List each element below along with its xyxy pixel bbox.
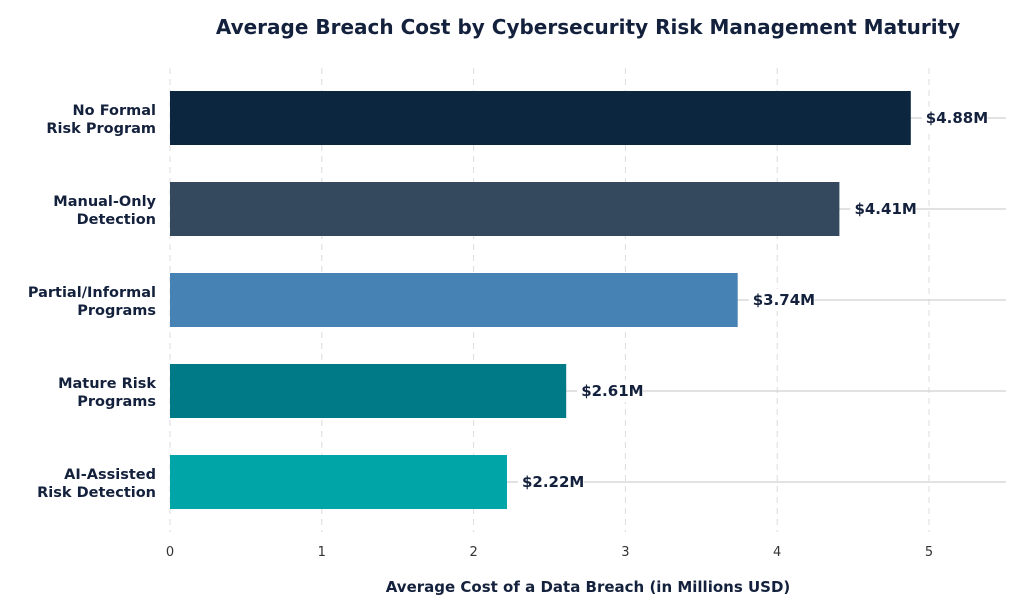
value-label: $2.22M bbox=[522, 473, 584, 491]
x-tick-label: 0 bbox=[166, 545, 174, 560]
category-label-line: Manual-Only bbox=[53, 194, 156, 210]
chart-title: Average Breach Cost by Cybersecurity Ris… bbox=[216, 15, 960, 39]
category-label: Mature Risk Programs bbox=[58, 376, 156, 410]
value-label: $2.61M bbox=[581, 382, 643, 400]
bar bbox=[170, 455, 507, 509]
value-label-background bbox=[921, 107, 988, 129]
category-label-line: Mature Risk bbox=[58, 376, 156, 392]
category-label-line: Detection bbox=[77, 212, 156, 228]
value-label-background bbox=[850, 198, 917, 220]
bar bbox=[170, 182, 840, 236]
category-label-line: No Formal bbox=[73, 103, 156, 119]
category-label-line: Risk Program bbox=[46, 121, 156, 137]
bars bbox=[170, 91, 911, 509]
category-label: Manual-Only Detection bbox=[53, 194, 156, 228]
category-label-line: AI-Assisted bbox=[64, 467, 156, 483]
labels: 0 1 2 3 4 5 $4.88M No Formal Risk Program $4.41M M… bbox=[28, 103, 988, 560]
bar bbox=[170, 91, 911, 145]
category-label: AI-Assisted Risk Detection bbox=[37, 467, 156, 501]
value-label: $4.88M bbox=[926, 109, 988, 127]
category-label: No Formal Risk Program bbox=[46, 103, 156, 137]
bar bbox=[170, 364, 567, 418]
category-label: Partial/Informal Programs bbox=[28, 285, 156, 319]
x-tick-label: 5 bbox=[925, 545, 933, 560]
category-label-line: Risk Detection bbox=[37, 485, 156, 501]
bar bbox=[170, 273, 738, 327]
value-label: $4.41M bbox=[854, 200, 916, 218]
x-tick-label: 4 bbox=[773, 545, 781, 560]
x-tick-label: 3 bbox=[621, 545, 629, 560]
category-label-line: Programs bbox=[77, 394, 156, 410]
value-label-background bbox=[748, 289, 815, 311]
x-tick-label: 1 bbox=[318, 545, 326, 560]
category-label-line: Programs bbox=[77, 303, 156, 319]
value-label: $3.74M bbox=[753, 291, 815, 309]
category-label-line: Partial/Informal bbox=[28, 285, 156, 301]
value-label-background bbox=[517, 471, 584, 493]
value-label-background bbox=[577, 380, 643, 402]
x-tick-label: 2 bbox=[469, 545, 477, 560]
x-axis-title: Average Cost of a Data Breach (in Millio… bbox=[386, 578, 791, 596]
